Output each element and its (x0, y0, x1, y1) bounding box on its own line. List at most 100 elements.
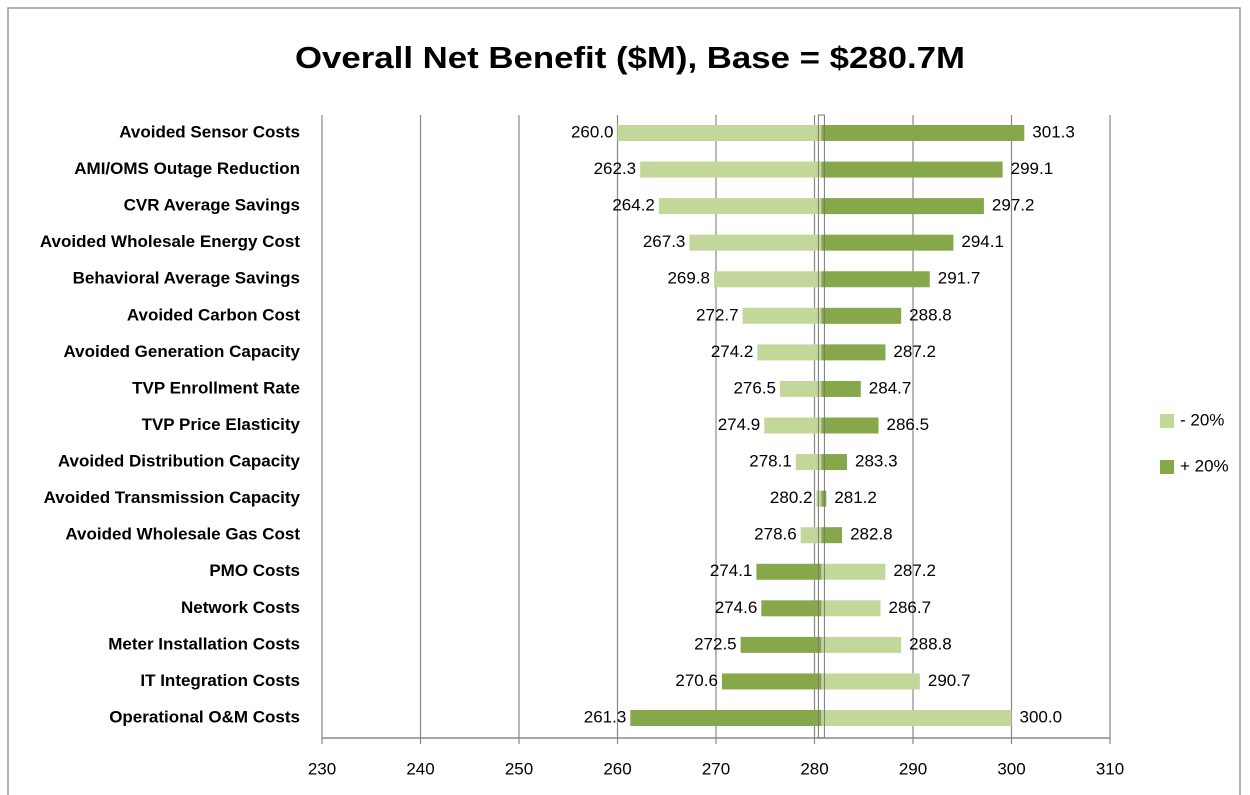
bar (740, 636, 822, 653)
bar (821, 710, 1012, 726)
category-label: TVP Price Elasticity (142, 415, 301, 434)
x-tick-label: 250 (505, 759, 533, 778)
category-label: Network Costs (181, 598, 300, 617)
value-label: 274.9 (718, 415, 761, 434)
x-tick-label: 270 (702, 759, 730, 778)
bar (640, 161, 822, 178)
x-tick-label: 240 (406, 759, 434, 778)
value-label: 288.8 (909, 634, 952, 653)
value-label: 278.6 (754, 525, 797, 544)
value-label: 274.1 (710, 561, 753, 580)
value-label: 297.2 (992, 196, 1035, 215)
value-label: 274.2 (711, 342, 754, 361)
category-label: CVR Average Savings (124, 196, 300, 215)
value-label: 269.8 (667, 269, 710, 288)
bar (742, 307, 822, 324)
bar (761, 600, 822, 617)
value-label: 299.1 (1011, 159, 1054, 178)
value-label: 287.2 (893, 561, 936, 580)
value-label: 301.3 (1032, 122, 1075, 141)
bar (821, 307, 902, 324)
bar (795, 454, 822, 471)
x-tick-label: 230 (308, 759, 336, 778)
category-label: Operational O&M Costs (109, 707, 300, 726)
value-label: 270.6 (675, 671, 718, 690)
bar (617, 125, 822, 141)
value-label: 264.2 (612, 196, 655, 215)
bar (821, 234, 954, 251)
category-label: Meter Installation Costs (108, 634, 300, 653)
value-label: 283.3 (855, 452, 898, 471)
legend-swatch (1160, 414, 1174, 428)
bar (821, 636, 902, 653)
value-label: 280.2 (770, 488, 813, 507)
bar (821, 380, 861, 397)
legend-label: + 20% (1180, 456, 1229, 475)
category-label: PMO Costs (209, 561, 300, 580)
value-label: 284.7 (869, 378, 912, 397)
bar (821, 125, 1025, 141)
x-tick-label: 290 (899, 759, 927, 778)
bar (757, 344, 822, 361)
category-label: Avoided Carbon Cost (127, 305, 300, 324)
x-tick-label: 260 (603, 759, 631, 778)
legend-swatch (1160, 460, 1174, 474)
bar (764, 417, 822, 434)
value-label: 291.7 (938, 269, 981, 288)
bar (821, 527, 843, 544)
bar (780, 380, 822, 397)
bar (816, 490, 822, 507)
value-label: 290.7 (928, 671, 971, 690)
bar (721, 673, 822, 690)
legend-label: - 20% (1180, 410, 1224, 429)
bar (821, 600, 881, 617)
bar (821, 490, 827, 507)
value-label: 276.5 (733, 378, 776, 397)
chart-title: Overall Net Benefit ($M), Base = $280.7M (295, 40, 965, 75)
base-line (817, 114, 825, 739)
x-tick-label: 300 (997, 759, 1025, 778)
bar (821, 454, 848, 471)
x-tick-label: 310 (1096, 759, 1124, 778)
category-label: TVP Enrollment Rate (132, 378, 300, 397)
category-label: IT Integration Costs (140, 671, 300, 690)
bar (821, 673, 920, 690)
value-label: 282.8 (850, 525, 893, 544)
bar (821, 271, 930, 288)
value-label: 288.8 (909, 305, 952, 324)
bar (821, 417, 879, 434)
value-label: 267.3 (643, 232, 686, 251)
category-label: Avoided Wholesale Gas Cost (65, 525, 300, 544)
category-label: AMI/OMS Outage Reduction (74, 159, 300, 178)
category-label: Avoided Generation Capacity (64, 342, 301, 361)
value-label: 286.5 (887, 415, 930, 434)
category-label: Behavioral Average Savings (73, 269, 300, 288)
value-label: 274.6 (715, 598, 758, 617)
value-label: 260.0 (571, 122, 614, 141)
bar (689, 234, 822, 251)
value-label: 262.3 (594, 159, 637, 178)
category-label: Avoided Wholesale Energy Cost (40, 232, 300, 251)
bar (821, 563, 886, 580)
bar (821, 344, 886, 361)
bar (756, 563, 822, 580)
chart-frame (7, 7, 1241, 795)
bar (821, 198, 984, 215)
category-label: Avoided Transmission Capacity (44, 488, 301, 507)
bar (800, 527, 822, 544)
category-label: Avoided Sensor Costs (119, 122, 300, 141)
value-label: 300.0 (1020, 707, 1063, 726)
value-label: 278.1 (749, 452, 792, 471)
bar (630, 710, 822, 726)
category-label: Avoided Distribution Capacity (58, 452, 301, 471)
value-label: 294.1 (961, 232, 1004, 251)
x-tick-label: 280 (800, 759, 828, 778)
value-label: 286.7 (888, 598, 931, 617)
value-label: 272.7 (696, 305, 739, 324)
value-label: 281.2 (834, 488, 877, 507)
bar (658, 198, 822, 215)
bar (714, 271, 822, 288)
bar (821, 161, 1003, 178)
value-label: 261.3 (584, 707, 627, 726)
